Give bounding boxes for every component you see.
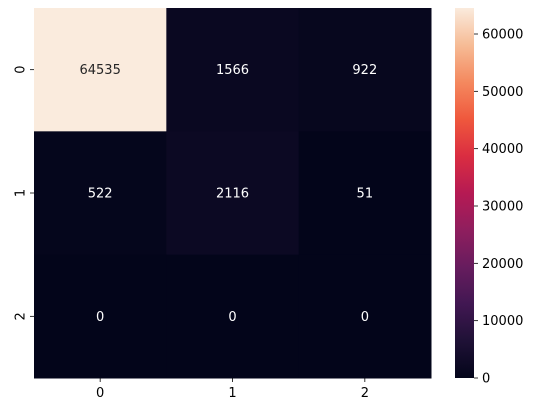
cell-label-r1-c0: 522 [88,187,113,202]
x-tick-label: 2 [361,386,369,401]
colorbar: 0 10000 20000 30000 40000 50000 60000 [455,8,523,387]
cell-label-r0-c0: 64535 [79,63,120,78]
y-tick-label: 0 [14,66,29,74]
colorbar-tick-label: 60000 [482,28,523,43]
heatmap-cell-r1-c0 [34,131,167,256]
heatmap-cell-r0-c1 [166,8,300,132]
y-axis: 0 1 2 [14,66,34,320]
cell-label-r2-c2: 0 [361,310,369,325]
colorbar-tick-label: 40000 [482,142,523,157]
cell-label-r0-c1: 1566 [216,63,249,78]
x-tick-label: 1 [228,386,236,401]
x-tick-label: 0 [96,386,104,401]
heatmap-cells [34,8,432,379]
heatmap-cell-r2-c0 [34,254,167,379]
heatmap-cell-r0-c2 [298,8,432,132]
heatmap-cell-r2-c2 [298,254,432,379]
y-tick-label: 2 [14,312,29,320]
colorbar-tick-label: 10000 [482,314,523,329]
cell-label-r2-c0: 0 [96,310,104,325]
heatmap-cell-r0-c0 [34,8,167,132]
colorbar-tick-label: 0 [482,372,490,387]
x-axis: 0 1 2 [96,378,369,401]
cell-label-r1-c2: 51 [357,187,374,202]
colorbar-gradient [455,8,474,378]
cell-label-r2-c1: 0 [228,310,236,325]
y-tick-label: 1 [14,189,29,197]
heatmap-cell-r2-c1 [166,254,300,379]
cell-label-r1-c1: 2116 [216,187,249,202]
heatmap-cell-r1-c1 [166,131,300,256]
colorbar-tick-label: 50000 [482,85,523,100]
heatmap-cell-labels: 64535 1566 922 522 2116 51 0 0 0 [79,63,377,325]
cell-label-r0-c2: 922 [352,63,377,78]
colorbar-tick-label: 30000 [482,200,523,215]
heatmap-cell-r1-c2 [298,131,432,256]
colorbar-tick-label: 20000 [482,257,523,272]
